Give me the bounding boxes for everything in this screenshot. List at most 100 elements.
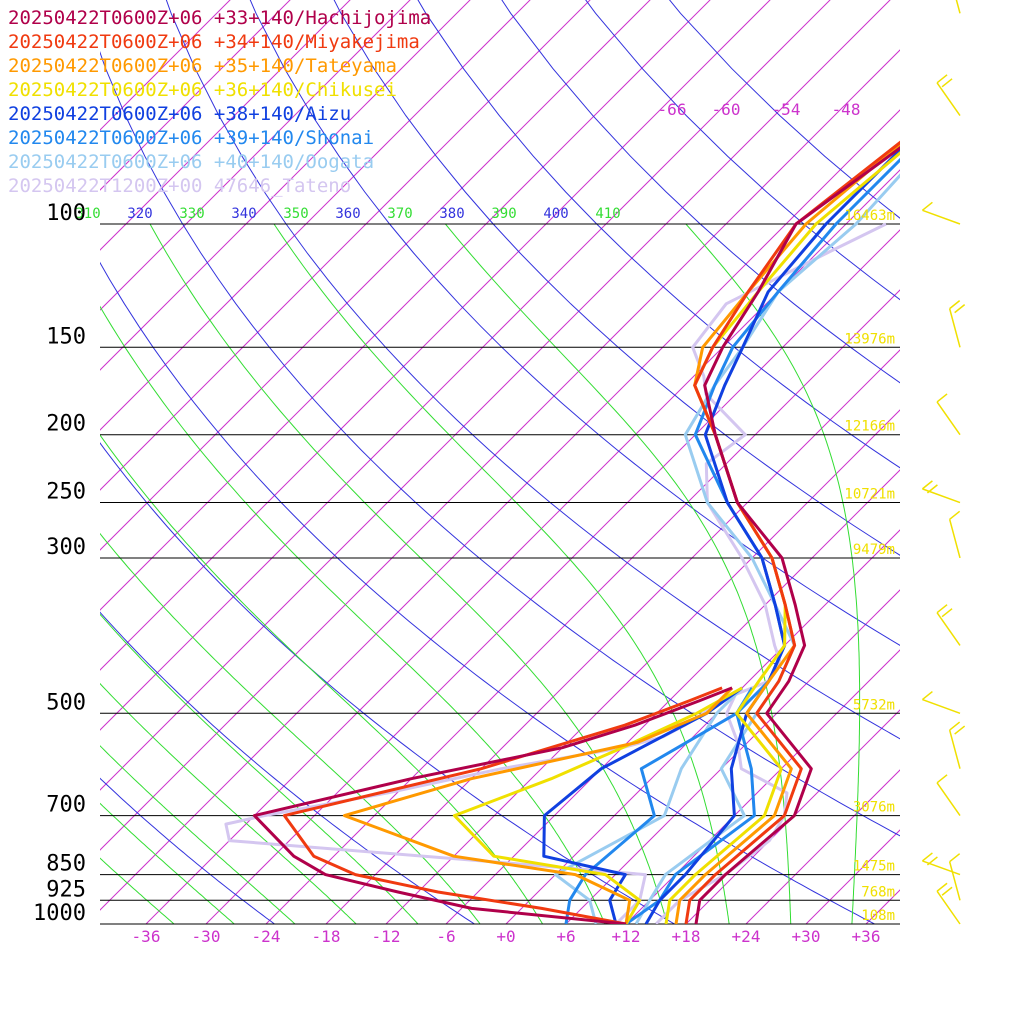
pressure-label: 100	[46, 201, 86, 226]
moist-adiabat-line	[100, 802, 236, 924]
pressure-label: 500	[46, 690, 86, 715]
pressure-label: 250	[46, 480, 86, 505]
theta-label: 380	[439, 206, 464, 222]
isotherm-line	[100, 0, 531, 431]
dewpoint-profile	[542, 686, 743, 924]
theta-label: 410	[595, 206, 620, 222]
isotherm-line	[100, 0, 411, 311]
isotherm-line	[805, 829, 900, 924]
temperature-tick-label: -30	[192, 927, 221, 946]
isotherm-line	[100, 0, 231, 131]
moist-adiabat-line	[100, 434, 544, 924]
temperature-tick-label: +24	[732, 927, 761, 946]
pressure-label: 1000	[33, 901, 86, 926]
dry-adiabat-line	[165, 0, 900, 740]
wind-barb	[955, 0, 961, 14]
dewpoint-profile	[553, 686, 744, 924]
wind-barb	[948, 510, 961, 559]
isotherm-line	[685, 709, 900, 924]
pressure-label: 850	[46, 852, 86, 877]
height-label: 10721m	[844, 487, 895, 503]
dry-adiabat-line	[100, 51, 900, 837]
temperature-profile	[664, 151, 900, 924]
legend-entry: 20250422T1200Z+00 47646_Tateno	[8, 175, 352, 197]
wind-barb	[948, 853, 961, 901]
isotherm-line	[505, 529, 900, 924]
theta-label: 390	[491, 206, 516, 222]
temperature-profile	[684, 140, 900, 924]
isotherm-line	[100, 0, 471, 371]
wind-barb	[921, 480, 961, 504]
pressure-label: 700	[46, 793, 86, 818]
dry-adiabat-line	[100, 261, 876, 924]
temperature-profile	[625, 157, 900, 924]
wind-barb	[921, 852, 961, 876]
isotherm-top-label: -54	[772, 100, 801, 119]
isotherm-line	[100, 0, 351, 251]
height-label: 9479m	[853, 542, 895, 558]
height-label: 1475m	[853, 859, 895, 875]
moist-adiabat-line	[100, 532, 481, 924]
temperature-tick-label: -24	[252, 927, 281, 946]
theta-label: 330	[179, 206, 204, 222]
dry-adiabat-line	[668, 0, 900, 219]
theta-label: 350	[283, 206, 308, 222]
dry-adiabat-line	[100, 611, 476, 924]
legend-entry: 20250422T0600Z+06 +34+140/Miyakejima	[8, 31, 420, 53]
isotherm-top-label: -66	[658, 100, 687, 119]
moist-adiabat-line	[100, 682, 357, 924]
height-label: 12166m	[844, 419, 895, 435]
wind-barb	[936, 393, 961, 436]
dry-adiabat-line	[417, 0, 900, 469]
theta-label: 310	[75, 206, 100, 222]
wind-barb	[936, 74, 961, 116]
moist-adiabat-line	[100, 857, 175, 924]
isobar-lines	[100, 223, 900, 925]
wind-barb	[936, 774, 961, 816]
height-label: 16463m	[844, 208, 895, 224]
isotherm-line	[986, 0, 1024, 924]
dry-adiabat-line	[585, 0, 900, 301]
isotherm-line	[625, 649, 900, 924]
dry-adiabat-line	[333, 0, 900, 556]
temperature-tick-label: +18	[672, 927, 701, 946]
temperature-profile	[694, 146, 900, 924]
wind-barbs	[921, 0, 966, 925]
height-label: 3076m	[853, 800, 895, 816]
legend-entry: 20250422T0600Z+06 +40+140/Oogata	[8, 151, 375, 173]
isotherm-top-label: -48	[832, 100, 861, 119]
dry-adiabat-line	[100, 442, 676, 924]
dewpoint-profile	[452, 686, 743, 924]
isotherm-line	[926, 0, 1024, 924]
theta-label: 370	[387, 206, 412, 222]
temperature-tick-label: +6	[556, 927, 575, 946]
dry-adiabat-lines	[100, 0, 900, 924]
legend-entry: 20250422T0600Z+06 +39+140/Shonai	[8, 127, 375, 149]
legend-entry: 20250422T0600Z+06 +36+140/Chikusei	[8, 79, 397, 101]
temperature-tick-label: +36	[852, 927, 881, 946]
isotherm-line	[865, 889, 900, 924]
temperature-tick-label: -6	[436, 927, 455, 946]
moist-adiabat-line	[100, 305, 606, 924]
pressure-label: 300	[46, 535, 86, 560]
pressure-label: 200	[46, 412, 86, 437]
theta-label: 400	[543, 206, 568, 222]
legend-entry: 20250422T0600Z+06 +38+140/Aizu	[8, 103, 352, 125]
wind-barb	[948, 300, 966, 348]
theta-label: 320	[127, 206, 152, 222]
dry-adiabat-line	[100, 777, 276, 924]
chart-legend: 20250422T0600Z+06 +33+140/Hachijojima 202…	[8, 6, 431, 198]
moist-adiabat-line	[445, 223, 792, 924]
dry-adiabat-line	[501, 0, 900, 384]
sounding-profiles	[224, 140, 900, 924]
temperature-tick-label: -36	[132, 927, 161, 946]
isotherm-line	[445, 469, 900, 924]
legend-entry: 20250422T0600Z+06 +35+140/Tateyama	[8, 55, 397, 77]
dewpoint-profile	[282, 686, 723, 924]
isotherm-top-label: -60	[712, 100, 741, 119]
wind-barb	[921, 201, 961, 225]
temperature-profile	[634, 173, 900, 924]
temperature-tick-label: +30	[792, 927, 821, 946]
